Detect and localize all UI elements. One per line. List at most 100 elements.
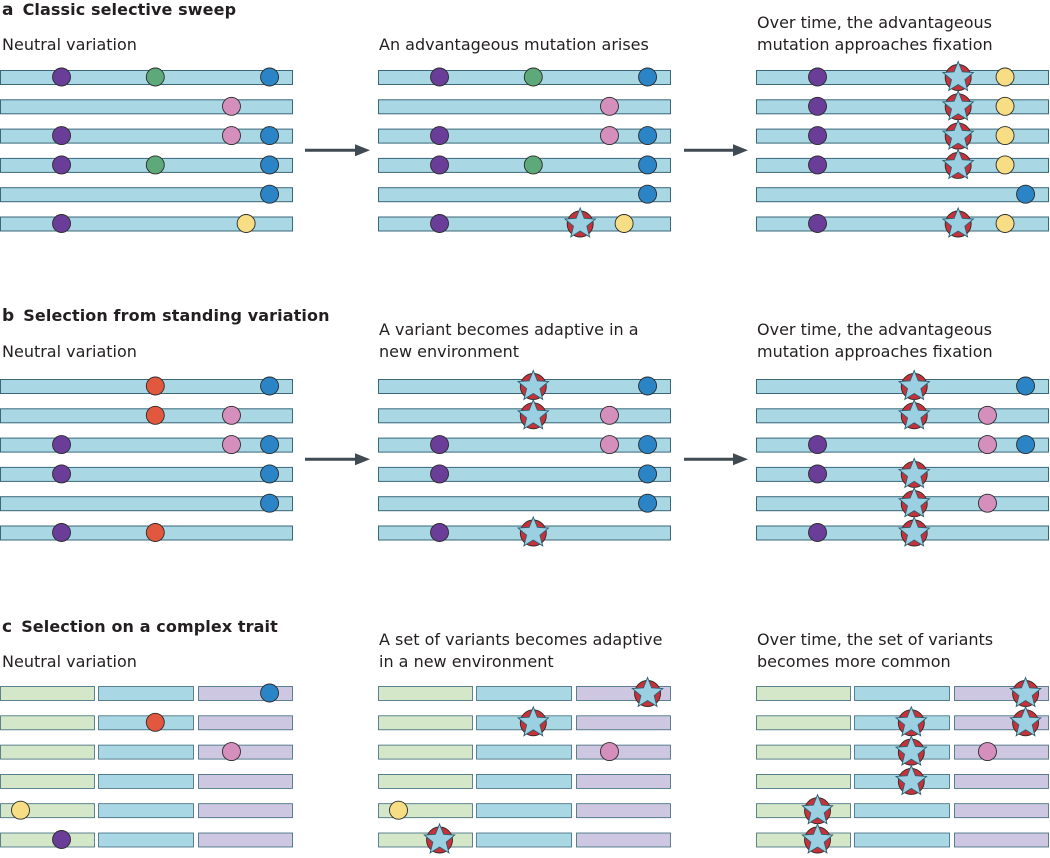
chromosome-row: [756, 118, 1049, 151]
chromosome-bar: [756, 437, 1049, 453]
variant-blue: [260, 435, 280, 455]
variant-blue: [1016, 376, 1036, 396]
variant-blue: [260, 493, 280, 513]
star-shape: [897, 486, 931, 518]
segment-green: [378, 686, 473, 701]
chromosome-bar: [378, 187, 671, 203]
adaptive-mutation-star: [941, 118, 975, 151]
variant-blue: [638, 493, 658, 513]
chromosome-row: [378, 705, 671, 737]
panel-a-stage1-caption: Neutral variation: [2, 34, 137, 56]
segment-blue: [476, 832, 572, 848]
segment-blue: [854, 686, 950, 701]
variant-yellow: [995, 96, 1015, 116]
variant-pink: [600, 435, 619, 455]
chromosome-row: [378, 184, 671, 204]
star-shape: [941, 60, 975, 92]
variant-pink: [600, 405, 619, 425]
variant-purple: [52, 67, 71, 87]
variant-yellow: [11, 800, 30, 820]
variant-pink: [978, 435, 997, 455]
panel-b-title: Selection from standing variation: [23, 306, 330, 325]
variant-pink: [600, 126, 619, 146]
chromosome-row: [0, 712, 293, 732]
segment-green: [0, 744, 95, 760]
segment-green: [378, 744, 473, 760]
variant-yellow: [995, 214, 1015, 233]
star-shape: [897, 369, 931, 401]
variant-purple: [52, 523, 71, 542]
panel-a-title: Classic selective sweep: [22, 0, 237, 19]
variant-purple: [808, 435, 827, 455]
panel-b-letter: b: [2, 306, 15, 326]
variant-green: [145, 155, 165, 175]
chromosome-row: [0, 155, 293, 175]
variant-pink: [222, 96, 241, 116]
chromosome-row: [378, 822, 671, 854]
variant-purple: [430, 155, 449, 175]
variant-pink: [978, 405, 997, 425]
chromosome-row: [0, 214, 293, 233]
star-shape: [941, 148, 975, 180]
star-shape: [897, 515, 931, 547]
panel-a-stage2-caption: An advantageous mutation arises: [379, 34, 649, 56]
segment-green: [756, 744, 851, 760]
chromosome-bar: [0, 128, 293, 144]
panel-c-header: c Selection on a complex trait: [2, 617, 278, 637]
segment-green: [756, 715, 851, 731]
panel-a: [0, 60, 1049, 238]
segment-green: [756, 774, 851, 789]
star-shape: [631, 676, 664, 708]
variant-purple: [430, 523, 449, 542]
chromosome-row: [756, 486, 1049, 518]
panel-b-header: b Selection from standing variation: [2, 306, 330, 326]
caption-line: Over time, the set of variants: [757, 630, 994, 649]
chromosome-row: [378, 515, 671, 547]
segment-purple: [198, 715, 293, 731]
chromosome-bar: [756, 70, 1049, 85]
panel-c-title: Selection on a complex trait: [21, 617, 278, 636]
chromosome-row: [0, 683, 293, 703]
variant-blue: [260, 683, 280, 703]
adaptive-mutation-star: [1009, 705, 1042, 737]
chromosome-bar: [0, 496, 293, 512]
segment-blue: [98, 832, 194, 848]
segment-blue: [476, 744, 572, 760]
variant-purple: [52, 126, 71, 146]
chromosome-row: [0, 464, 293, 484]
chromosome-row: [378, 435, 671, 455]
caption-line: Neutral variation: [2, 342, 137, 361]
variant-purple: [52, 830, 71, 849]
panel-c-stage3-caption: Over time, the set of variants becomes m…: [757, 629, 993, 673]
adaptive-mutation-star: [423, 822, 456, 854]
star-shape: [1009, 676, 1042, 708]
chromosome-row: [378, 493, 671, 513]
segment-blue: [476, 774, 572, 789]
segment-blue: [98, 686, 194, 701]
caption-line: becomes more common: [757, 652, 951, 671]
variant-blue: [638, 184, 658, 204]
star-shape: [801, 793, 834, 825]
adaptive-mutation-star: [1009, 676, 1042, 708]
segment-green: [0, 686, 95, 701]
star-shape: [894, 764, 928, 796]
variant-blue: [638, 126, 658, 146]
caption-line: mutation approaches fixation: [757, 35, 993, 54]
variant-blue: [260, 464, 280, 484]
adaptive-mutation-star: [894, 734, 928, 767]
chromosome-row: [756, 398, 1049, 430]
stage-arrow: [305, 453, 370, 466]
variant-pink: [600, 742, 619, 762]
caption-line: An advantageous mutation arises: [379, 35, 649, 54]
segment-green: [378, 715, 473, 731]
arrow-head: [733, 144, 748, 157]
variant-pink: [222, 742, 241, 762]
variant-blue: [260, 126, 280, 146]
variant-red: [145, 405, 165, 425]
chromosome-bar: [378, 496, 671, 512]
segment-blue: [476, 803, 572, 819]
variant-pink: [222, 405, 241, 425]
variant-purple: [808, 214, 827, 233]
segment-blue: [98, 803, 194, 819]
star-shape: [941, 118, 975, 151]
